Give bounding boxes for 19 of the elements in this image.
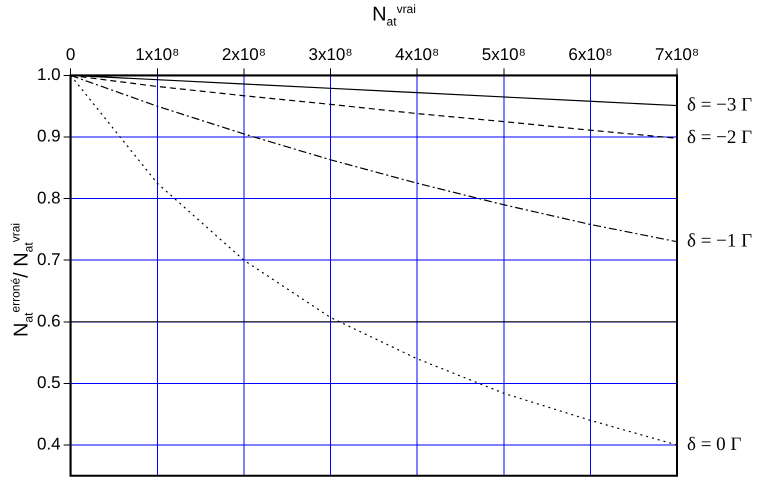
series-label: δ = 0 Γ <box>687 434 742 455</box>
y-tick-label: 0.9 <box>36 126 61 146</box>
y-tick-label: 0.7 <box>36 250 61 269</box>
y-tick-label: 1.0 <box>36 65 61 84</box>
series-label: δ = −2 Γ <box>687 127 752 148</box>
x-tick-label: 1x10⁸ <box>135 44 180 64</box>
y-tick-label: 0.4 <box>36 434 61 454</box>
x-tick-label: 7x10⁸ <box>654 44 700 64</box>
x-tick-label: 6x10⁸ <box>568 44 612 64</box>
x-tick-label: 5x10⁸ <box>482 44 526 64</box>
y-tick-label: 0.8 <box>36 188 61 208</box>
y-tick-label: 0.6 <box>36 311 61 330</box>
series-label: δ = −1 Γ <box>687 230 752 252</box>
x-tick-label: 3x10⁸ <box>308 44 353 64</box>
x-tick-label: 2x10⁸ <box>222 44 266 64</box>
series-label: δ = −3 Γ <box>687 94 752 116</box>
y-tick-label: 0.5 <box>36 373 61 392</box>
x-tick-label: 0 <box>66 44 76 64</box>
x-tick-label: 4x10⁸ <box>395 44 440 64</box>
